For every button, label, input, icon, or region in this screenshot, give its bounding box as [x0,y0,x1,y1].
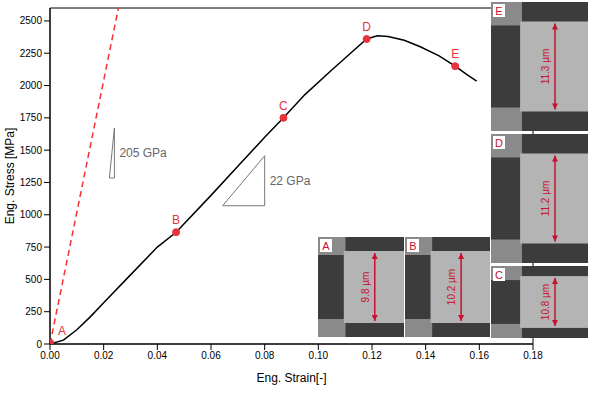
svg-text:Eng. Strain[-]: Eng. Strain[-] [256,371,326,385]
svg-text:22 GPa: 22 GPa [270,174,311,188]
svg-text:0.08: 0.08 [255,350,275,361]
svg-text:10.8 µm: 10.8 µm [540,284,551,320]
svg-text:11.3 µm: 11.3 µm [540,49,551,85]
svg-text:11.2 µm: 11.2 µm [540,181,551,217]
svg-text:1250: 1250 [20,177,43,188]
svg-text:0.00: 0.00 [40,350,60,361]
svg-text:E: E [451,47,459,61]
svg-text:Eng. Stress [MPa]: Eng. Stress [MPa] [3,128,17,225]
svg-text:9.8 µm: 9.8 µm [360,272,371,303]
svg-text:1500: 1500 [20,145,43,156]
svg-text:0.04: 0.04 [148,350,168,361]
svg-text:A: A [58,324,66,338]
svg-text:250: 250 [25,306,42,317]
svg-text:0.12: 0.12 [362,350,382,361]
svg-text:0.14: 0.14 [416,350,436,361]
svg-text:0.16: 0.16 [470,350,490,361]
svg-text:2000: 2000 [20,80,43,91]
svg-text:0.18: 0.18 [523,350,543,361]
svg-text:D: D [362,20,371,34]
svg-text:0.02: 0.02 [94,350,114,361]
svg-text:750: 750 [25,242,42,253]
svg-text:E: E [495,5,502,17]
svg-text:1750: 1750 [20,112,43,123]
svg-text:0: 0 [36,339,42,350]
svg-text:500: 500 [25,274,42,285]
svg-text:D: D [495,137,503,149]
svg-text:0.10: 0.10 [309,350,329,361]
svg-text:205 GPa: 205 GPa [119,146,167,160]
svg-text:1000: 1000 [20,209,43,220]
svg-text:C: C [279,99,288,113]
svg-text:A: A [322,240,330,252]
svg-text:10.2 µm: 10.2 µm [446,269,457,305]
svg-text:C: C [495,269,503,281]
svg-text:B: B [409,240,416,252]
svg-text:B: B [172,213,180,227]
svg-text:0.06: 0.06 [201,350,221,361]
svg-text:2500: 2500 [20,15,43,26]
svg-text:2250: 2250 [20,48,43,59]
